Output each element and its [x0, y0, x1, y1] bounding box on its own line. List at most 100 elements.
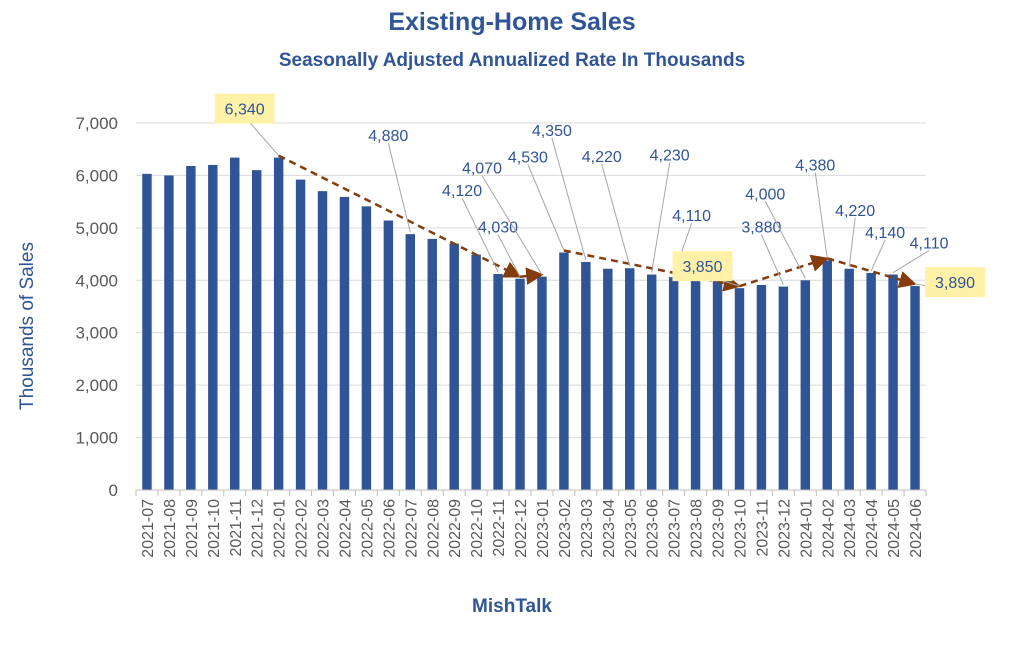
- x-tick-label: 2023-02: [557, 499, 574, 558]
- bar: [295, 179, 306, 490]
- data-label: 4,030: [478, 220, 521, 277]
- x-tick-label: 2024-03: [842, 499, 859, 558]
- leader-line: [760, 234, 784, 285]
- leader-line: [870, 239, 886, 272]
- y-tick-label: 0: [109, 481, 118, 500]
- y-tick-label: 6,000: [75, 166, 118, 185]
- data-label: 3,890: [914, 267, 986, 298]
- x-tick-label: 2021-09: [184, 499, 201, 558]
- data-label-text: 4,000: [745, 186, 785, 203]
- data-label-text: 4,220: [835, 203, 875, 220]
- bar: [405, 234, 416, 490]
- data-label-text: 4,220: [582, 149, 622, 166]
- bar: [515, 278, 525, 490]
- x-tick-label: 2021-08: [162, 499, 179, 558]
- data-label: 3,880: [741, 220, 784, 285]
- data-label-text: 4,140: [865, 225, 905, 242]
- x-tick-label: 2023-05: [623, 499, 640, 558]
- bar: [427, 238, 437, 490]
- leader-line: [551, 137, 587, 261]
- x-tick-label: 2024-06: [908, 499, 925, 558]
- leader-line: [814, 172, 828, 259]
- x-tick-label: 2023-09: [711, 499, 728, 558]
- bar: [339, 196, 350, 490]
- x-tick-label: 2023-07: [667, 499, 684, 558]
- bar: [800, 280, 811, 490]
- x-tick-label: 2023-03: [579, 499, 596, 558]
- bar: [910, 286, 920, 490]
- data-label-text: 3,880: [741, 220, 781, 237]
- bar: [756, 285, 767, 490]
- y-tick-label: 2,000: [75, 376, 118, 395]
- data-label-text: 4,110: [910, 236, 949, 253]
- data-label-text: 3,890: [935, 275, 975, 292]
- data-label: 4,380: [795, 157, 835, 259]
- x-tick-label: 2021-10: [206, 499, 223, 558]
- data-label: 4,350: [532, 123, 587, 261]
- bar: [888, 274, 898, 490]
- bar: [603, 268, 613, 490]
- bar: [559, 252, 569, 490]
- leader-line: [651, 162, 671, 273]
- y-tick-label: 3,000: [75, 324, 118, 343]
- y-tick-label: 5,000: [75, 219, 118, 238]
- x-tick-label: 2024-01: [798, 499, 815, 558]
- x-tick-label: 2024-04: [864, 499, 881, 558]
- y-tick-label: 7,000: [75, 114, 118, 133]
- leader-line: [497, 234, 521, 277]
- trend-arrow: [739, 254, 829, 288]
- x-tick-label: 2022-11: [491, 499, 508, 557]
- data-label: 4,120: [442, 183, 499, 273]
- data-labels: 6,340 4,880 4,120 4,030 4,070 4,530 4,350 4,220…: [214, 93, 986, 298]
- gridlines: [136, 122, 926, 439]
- data-label-text: 4,350: [532, 123, 572, 140]
- bar: [493, 273, 503, 490]
- bar: [317, 191, 328, 490]
- x-tick-label: 2022-10: [469, 499, 486, 558]
- x-tick-label: 2023-10: [732, 499, 749, 558]
- leader-line: [387, 143, 411, 233]
- bar: [537, 276, 547, 490]
- data-label-text: 4,120: [442, 183, 482, 200]
- data-label: 4,880: [368, 128, 411, 233]
- x-tick-label: 2022-01: [272, 499, 289, 558]
- bar: [361, 206, 372, 490]
- bar: [273, 157, 284, 491]
- x-tick-label: 2021-11: [228, 499, 245, 557]
- bar: [646, 274, 657, 490]
- label-highlight: [672, 251, 733, 282]
- data-label-text: 4,070: [462, 161, 502, 178]
- x-tick-label: 2024-05: [886, 499, 903, 558]
- leader-line: [527, 164, 565, 251]
- data-label-text: 4,030: [478, 220, 518, 237]
- x-axis-title: MishTalk: [472, 596, 552, 617]
- x-tick-label: 2022-06: [381, 499, 398, 558]
- data-label: 4,140: [865, 225, 905, 272]
- data-label: 4,110: [892, 236, 949, 273]
- x-tick-label: 2023-08: [689, 499, 706, 558]
- label-highlight: [925, 267, 986, 298]
- leader-line: [764, 201, 806, 279]
- x-tick-label: 2022-09: [447, 499, 464, 558]
- data-label: 4,220: [835, 203, 875, 267]
- x-tick-label: 2023-04: [601, 499, 618, 558]
- leader-line: [848, 217, 856, 267]
- x-tick-label: 2022-08: [425, 499, 442, 558]
- bar: [186, 165, 196, 490]
- bar: [251, 170, 262, 490]
- label-highlight: [214, 93, 275, 124]
- x-tick-label: 2023-12: [776, 499, 793, 558]
- bar: [712, 280, 723, 490]
- bar: [449, 243, 459, 490]
- leader-line: [481, 175, 543, 275]
- data-label: 4,530: [508, 149, 565, 251]
- chart-subtitle: Seasonally Adjusted Annualized Rate In T…: [278, 50, 746, 71]
- data-label: 6,340: [214, 93, 280, 156]
- bar: [844, 268, 854, 490]
- bar: [778, 286, 789, 490]
- x-tick-label: 2023-11: [754, 499, 771, 557]
- bar: [866, 272, 876, 490]
- chart-title: Existing-Home Sales: [388, 8, 636, 36]
- bar: [142, 173, 152, 490]
- x-tick-label: 2023-06: [645, 499, 662, 558]
